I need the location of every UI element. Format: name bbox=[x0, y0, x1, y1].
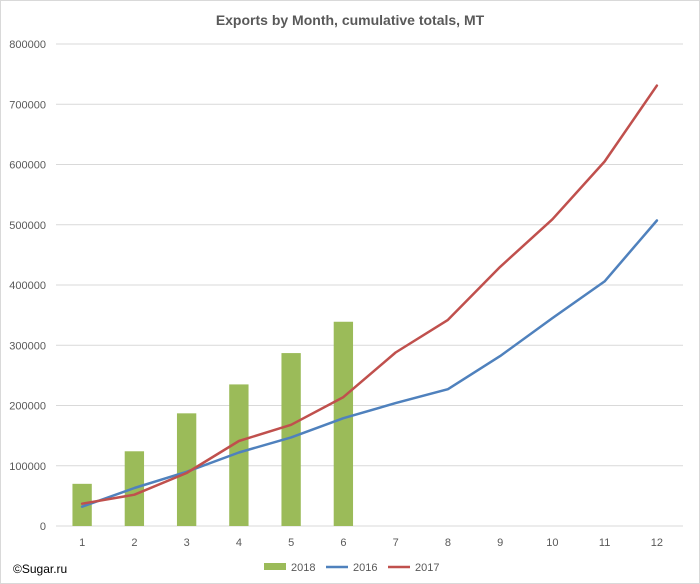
x-axis-ticks: 1 2 3 4 5 6 7 8 9 10 11 12 bbox=[79, 537, 663, 549]
x-tick-label: 3 bbox=[184, 537, 190, 549]
x-tick-label: 5 bbox=[288, 537, 294, 549]
point-2016-12 bbox=[656, 220, 657, 221]
legend-swatch-2018 bbox=[264, 563, 286, 570]
bar-series-2018 bbox=[72, 321, 354, 526]
legend-label-2017: 2017 bbox=[415, 562, 439, 574]
point-2017-1 bbox=[82, 503, 83, 504]
y-tick-label: 200000 bbox=[9, 401, 46, 413]
y-tick-label: 600000 bbox=[9, 160, 46, 172]
x-tick-label: 2 bbox=[131, 537, 137, 549]
y-tick-label: 800000 bbox=[9, 39, 46, 51]
x-tick-label: 10 bbox=[546, 537, 558, 549]
x-tick-label: 11 bbox=[599, 537, 610, 549]
y-axis-ticks: 0 100000 200000 300000 400000 500000 600000 700… bbox=[9, 39, 46, 533]
x-tick-label: 8 bbox=[445, 537, 451, 549]
chart-title: Exports by Month, cumulative totals, MT bbox=[216, 12, 485, 28]
point-2017-4 bbox=[238, 441, 239, 442]
line-series bbox=[80, 84, 659, 508]
point-2017-2 bbox=[134, 494, 135, 495]
point-2016-1 bbox=[82, 506, 83, 507]
point-2016-11 bbox=[604, 281, 605, 282]
point-2017-12 bbox=[656, 85, 657, 86]
watermark-text: ©Sugar.ru bbox=[13, 562, 67, 576]
y-tick-label: 400000 bbox=[9, 280, 46, 292]
line-2017 bbox=[80, 84, 659, 505]
y-tick-label: 500000 bbox=[9, 220, 46, 232]
point-2016-4 bbox=[238, 452, 239, 453]
point-2017-8 bbox=[447, 319, 448, 320]
point-2017-5 bbox=[291, 424, 292, 425]
y-tick-label: 700000 bbox=[9, 99, 46, 111]
point-2016-2 bbox=[134, 488, 135, 489]
bar-2018-5 bbox=[281, 353, 301, 526]
x-tick-label: 1 bbox=[79, 537, 85, 549]
point-2016-9 bbox=[500, 356, 501, 357]
point-2017-3 bbox=[186, 472, 187, 473]
point-2016-10 bbox=[552, 318, 553, 319]
legend-label-2018: 2018 bbox=[291, 562, 315, 574]
bar-2018-4 bbox=[229, 384, 249, 526]
gridlines bbox=[56, 43, 683, 527]
point-2017-10 bbox=[552, 219, 553, 220]
point-2016-5 bbox=[291, 437, 292, 438]
x-tick-label: 9 bbox=[497, 537, 503, 549]
x-tick-label: 12 bbox=[651, 537, 663, 549]
point-2017-7 bbox=[395, 352, 396, 353]
y-tick-label: 100000 bbox=[9, 461, 46, 473]
point-2016-8 bbox=[447, 389, 448, 390]
bar-2018-6 bbox=[333, 321, 354, 526]
bar-2018-3 bbox=[176, 413, 197, 526]
y-tick-label: 0 bbox=[40, 521, 46, 533]
x-tick-label: 7 bbox=[393, 537, 399, 549]
x-tick-label: 6 bbox=[340, 537, 346, 549]
y-tick-label: 300000 bbox=[9, 340, 46, 352]
line-2016 bbox=[80, 219, 659, 508]
legend-label-2016: 2016 bbox=[353, 562, 377, 574]
x-tick-label: 4 bbox=[236, 537, 242, 549]
point-2017-11 bbox=[604, 161, 605, 162]
legend: 2018 2016 2017 bbox=[264, 562, 439, 574]
point-2017-9 bbox=[500, 266, 501, 267]
point-2017-6 bbox=[343, 397, 344, 398]
point-2016-6 bbox=[343, 418, 344, 419]
point-2016-7 bbox=[395, 403, 396, 404]
